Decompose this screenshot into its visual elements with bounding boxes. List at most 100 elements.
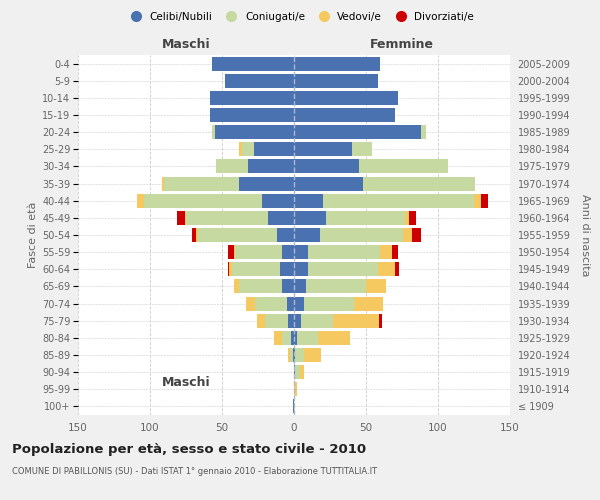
Bar: [242, 142, 254, 156]
Bar: [228, 245, 233, 259]
Bar: [283, 331, 291, 345]
Bar: [359, 160, 448, 173]
Bar: [403, 228, 412, 242]
Bar: [363, 176, 475, 190]
Bar: [294, 228, 320, 242]
Bar: [295, 348, 304, 362]
Bar: [294, 331, 297, 345]
Bar: [377, 262, 395, 276]
Bar: [392, 245, 398, 259]
Text: Popolazione per età, sesso e stato civile - 2010: Popolazione per età, sesso e stato civil…: [12, 442, 366, 456]
Bar: [294, 125, 421, 139]
Text: Maschi: Maschi: [161, 376, 211, 389]
Bar: [366, 280, 386, 293]
Bar: [295, 365, 300, 379]
Bar: [239, 280, 283, 293]
Bar: [474, 194, 481, 207]
Bar: [232, 262, 280, 276]
Bar: [333, 314, 379, 328]
Bar: [192, 228, 196, 242]
Bar: [294, 382, 295, 396]
Bar: [229, 262, 232, 276]
Bar: [294, 160, 359, 173]
Bar: [294, 56, 380, 70]
Bar: [412, 228, 421, 242]
Bar: [178, 211, 185, 225]
Bar: [233, 280, 239, 293]
Bar: [262, 194, 294, 207]
Bar: [300, 365, 304, 379]
Bar: [293, 348, 294, 362]
Bar: [308, 262, 377, 276]
Bar: [294, 280, 305, 293]
Bar: [301, 314, 333, 328]
Bar: [305, 280, 366, 293]
Bar: [323, 194, 474, 207]
Bar: [265, 314, 288, 328]
Bar: [294, 262, 308, 276]
Bar: [308, 245, 380, 259]
Bar: [288, 314, 294, 328]
Bar: [481, 194, 488, 207]
Bar: [211, 91, 294, 105]
Bar: [186, 211, 268, 225]
Bar: [326, 211, 405, 225]
Bar: [268, 211, 294, 225]
Bar: [161, 176, 164, 190]
Bar: [288, 348, 290, 362]
Bar: [304, 296, 355, 310]
Bar: [283, 280, 294, 293]
Bar: [197, 228, 277, 242]
Bar: [137, 194, 144, 207]
Bar: [294, 296, 304, 310]
Bar: [257, 314, 265, 328]
Text: COMUNE DI PABILLONIS (SU) - Dati ISTAT 1° gennaio 2010 - Elaborazione TUTTITALIA: COMUNE DI PABILLONIS (SU) - Dati ISTAT 1…: [12, 468, 377, 476]
Bar: [294, 365, 295, 379]
Bar: [421, 125, 427, 139]
Bar: [380, 245, 392, 259]
Bar: [215, 125, 294, 139]
Bar: [287, 296, 294, 310]
Bar: [294, 176, 363, 190]
Bar: [294, 142, 352, 156]
Bar: [379, 314, 382, 328]
Bar: [294, 348, 295, 362]
Bar: [294, 74, 377, 88]
Bar: [304, 348, 322, 362]
Bar: [352, 142, 372, 156]
Bar: [254, 142, 294, 156]
Bar: [283, 245, 294, 259]
Bar: [319, 331, 350, 345]
Y-axis label: Fasce di età: Fasce di età: [28, 202, 38, 268]
Bar: [196, 228, 197, 242]
Bar: [290, 348, 293, 362]
Bar: [144, 194, 262, 207]
Bar: [225, 74, 294, 88]
Bar: [239, 142, 242, 156]
Bar: [274, 331, 283, 345]
Bar: [248, 160, 294, 173]
Bar: [277, 228, 294, 242]
Bar: [239, 176, 294, 190]
Bar: [280, 262, 294, 276]
Bar: [185, 211, 186, 225]
Bar: [255, 296, 287, 310]
Bar: [294, 194, 323, 207]
Bar: [212, 125, 215, 139]
Bar: [235, 245, 283, 259]
Legend: Celibi/Nubili, Coniugati/e, Vedovi/e, Divorziati/e: Celibi/Nubili, Coniugati/e, Vedovi/e, Di…: [122, 8, 478, 26]
Bar: [293, 400, 294, 413]
Bar: [320, 228, 403, 242]
Bar: [294, 108, 395, 122]
Text: Maschi: Maschi: [161, 38, 211, 52]
Bar: [409, 211, 416, 225]
Text: Femmine: Femmine: [370, 38, 434, 52]
Bar: [355, 296, 383, 310]
Bar: [294, 314, 301, 328]
Bar: [247, 296, 255, 310]
Bar: [211, 108, 294, 122]
Bar: [395, 262, 399, 276]
Bar: [228, 262, 229, 276]
Bar: [212, 56, 294, 70]
Y-axis label: Anni di nascita: Anni di nascita: [580, 194, 590, 276]
